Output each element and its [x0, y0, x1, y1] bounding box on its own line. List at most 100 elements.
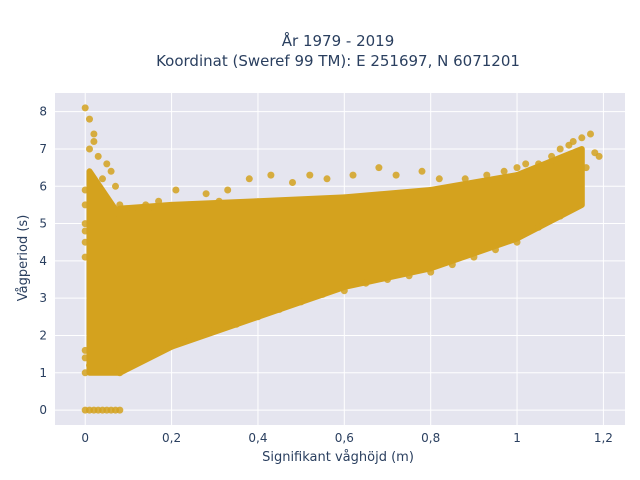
- data-point: [81, 220, 89, 228]
- data-point: [86, 406, 93, 414]
- x-tick-label: 0,8: [421, 431, 440, 445]
- data-point: [90, 130, 98, 138]
- data-point: [86, 115, 93, 123]
- x-tick-label: 0: [81, 431, 89, 445]
- point-cloud-band: [341, 187, 434, 290]
- data-point: [405, 272, 413, 280]
- data-point: [133, 350, 141, 358]
- y-axis-ticks: 0 1 2 3 4 5 6 7 8: [39, 105, 47, 417]
- data-point: [522, 160, 530, 168]
- y-tick-label: 7: [39, 142, 47, 156]
- data-point: [561, 179, 568, 186]
- data-point: [375, 164, 383, 172]
- data-point: [202, 190, 210, 198]
- data-point: [535, 223, 543, 231]
- data-point: [81, 201, 89, 209]
- data-point: [548, 152, 556, 160]
- data-point: [224, 186, 232, 194]
- data-point: [535, 160, 543, 168]
- data-point: [120, 208, 128, 216]
- data-point: [107, 167, 115, 175]
- y-tick-label: 3: [39, 291, 47, 305]
- data-point: [81, 253, 89, 261]
- data-point: [146, 346, 154, 354]
- data-point: [587, 130, 594, 138]
- data-point: [569, 138, 577, 145]
- y-tick-label: 5: [39, 217, 47, 231]
- data-point: [94, 193, 102, 201]
- chart-title-line2: Koordinat (Sweref 99 TM): E 251697, N 60…: [156, 52, 520, 70]
- data-point: [90, 138, 98, 145]
- data-point: [578, 134, 586, 142]
- data-points: [81, 104, 603, 414]
- data-point: [232, 320, 240, 328]
- y-tick-label: 6: [39, 179, 47, 193]
- data-point: [81, 369, 89, 377]
- data-point: [574, 171, 581, 179]
- data-point: [155, 197, 163, 205]
- data-point: [185, 201, 193, 209]
- y-tick-label: 0: [39, 403, 47, 417]
- data-point: [418, 167, 426, 175]
- data-point: [384, 276, 391, 283]
- data-point: [267, 171, 275, 179]
- x-axis-title: Signifikant våghöjd (m): [262, 450, 414, 465]
- data-point: [81, 104, 89, 112]
- data-point: [254, 313, 262, 321]
- data-point: [103, 160, 111, 168]
- data-point: [427, 268, 435, 276]
- y-tick-label: 1: [39, 366, 47, 380]
- data-point: [86, 145, 93, 153]
- data-point: [142, 201, 150, 209]
- data-point: [276, 305, 283, 313]
- data-point: [448, 261, 456, 269]
- x-tick-label: 0,6: [335, 431, 354, 445]
- data-point: [392, 171, 400, 179]
- data-point: [500, 167, 508, 175]
- data-point: [556, 212, 564, 220]
- data-point: [362, 279, 370, 287]
- data-point: [513, 164, 521, 172]
- data-point: [81, 354, 89, 362]
- data-point: [470, 253, 478, 261]
- y-tick-label: 2: [39, 328, 47, 342]
- data-point: [124, 361, 132, 369]
- data-point: [112, 182, 119, 190]
- data-point: [99, 175, 106, 183]
- data-point: [168, 339, 176, 347]
- data-point: [81, 238, 89, 246]
- x-tick-label: 1: [513, 431, 521, 445]
- data-point: [340, 287, 348, 295]
- data-point: [172, 186, 180, 194]
- x-tick-label: 0,2: [162, 431, 181, 445]
- data-point: [81, 227, 89, 235]
- data-point: [289, 179, 296, 186]
- data-point: [483, 171, 491, 179]
- data-point: [319, 290, 327, 298]
- data-point: [189, 332, 197, 339]
- x-tick-label: 0,4: [248, 431, 267, 445]
- data-point: [461, 175, 469, 183]
- data-point: [215, 197, 223, 205]
- data-point: [211, 324, 219, 332]
- chart-title-line1: År 1979 - 2019: [282, 31, 395, 50]
- data-point: [556, 145, 564, 153]
- data-point: [116, 406, 124, 414]
- data-point: [513, 238, 521, 246]
- y-axis-title: Vågperiod (s): [16, 215, 31, 302]
- data-point: [435, 175, 443, 183]
- data-point: [81, 346, 89, 354]
- point-cloud-band: [116, 201, 175, 376]
- data-point: [492, 246, 499, 254]
- data-point: [94, 152, 102, 160]
- y-tick-label: 4: [39, 254, 47, 268]
- data-point: [81, 186, 89, 194]
- data-point: [297, 298, 305, 306]
- data-point: [306, 171, 314, 179]
- data-point: [86, 361, 93, 369]
- x-axis-ticks: 0 0,2 0,4 0,6 0,8 1 1,2: [81, 431, 613, 445]
- data-point: [129, 205, 137, 213]
- data-point: [150, 205, 158, 213]
- y-tick-label: 8: [39, 105, 47, 119]
